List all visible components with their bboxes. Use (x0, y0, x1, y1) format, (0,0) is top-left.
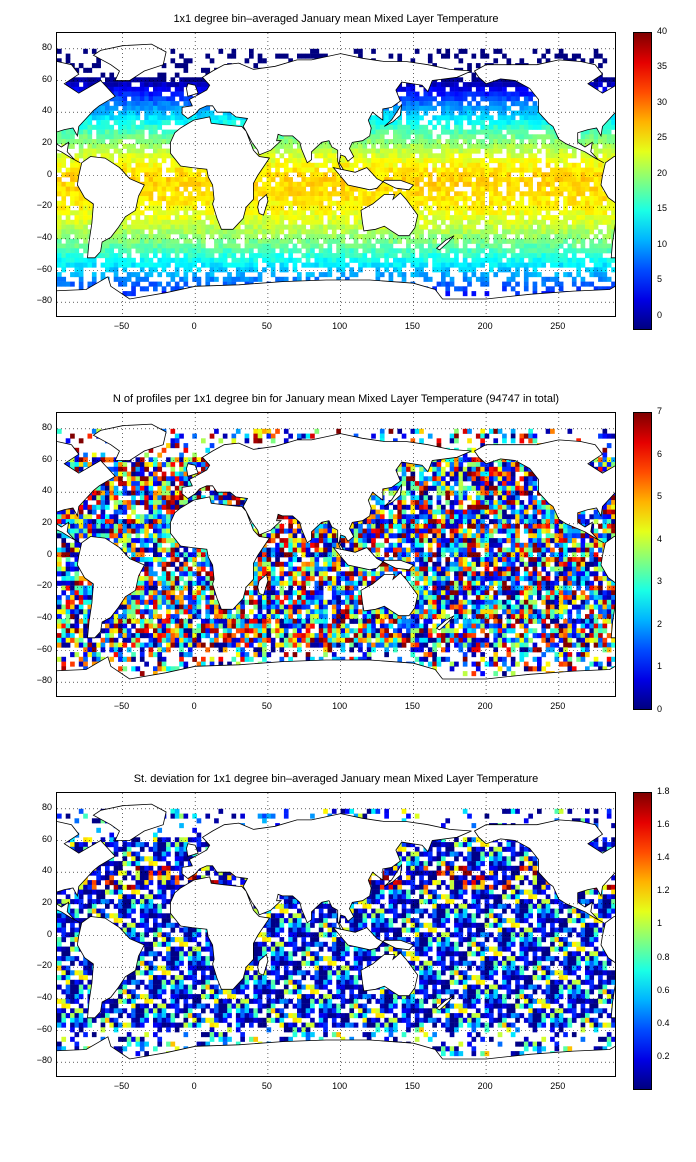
colorbar-tick-label: 20 (657, 168, 667, 178)
colorbar-tick-label: 25 (657, 132, 667, 142)
colorbar-tick-label: 1 (657, 918, 662, 928)
colorbar-tick-label: 4 (657, 534, 662, 544)
x-tick-label: 100 (325, 1081, 355, 1091)
colorbar-tick-label: 5 (657, 491, 662, 501)
colorbar-tick-label: 0 (657, 310, 662, 320)
panel-title: St. deviation for 1x1 degree bin–average… (56, 773, 616, 785)
x-tick-label: −50 (106, 701, 136, 711)
profile-count-panel: N of profiles per 1x1 degree bin for Jan… (0, 412, 696, 782)
y-tick-label: 40 (26, 105, 52, 115)
landmass (57, 657, 616, 697)
y-tick-label: 0 (26, 929, 52, 939)
colorbar-tick-label: 1.6 (657, 819, 670, 829)
x-tick-label: 0 (179, 321, 209, 331)
map-plot (56, 792, 616, 1077)
colorbar-tick-label: 0.2 (657, 1051, 670, 1061)
x-tick-label: −50 (106, 1081, 136, 1091)
y-tick-label: 40 (26, 485, 52, 495)
x-tick-label: 150 (397, 701, 427, 711)
colorbar (633, 32, 652, 330)
y-tick-label: −60 (26, 1024, 52, 1034)
x-tick-label: 200 (470, 321, 500, 331)
colorbar (633, 792, 652, 1090)
colorbar-tick-label: 2 (657, 619, 662, 629)
map-svg (57, 413, 616, 697)
y-tick-label: 20 (26, 137, 52, 147)
y-tick-label: 20 (26, 897, 52, 907)
map-svg (57, 33, 616, 317)
x-tick-label: 200 (470, 1081, 500, 1091)
y-tick-label: −80 (26, 1055, 52, 1065)
colorbar-tick-label: 1 (657, 661, 662, 671)
colorbar-tick-label: 1.8 (657, 786, 670, 796)
x-tick-label: 50 (252, 701, 282, 711)
colorbar-tick-label: 5 (657, 274, 662, 284)
colorbar-tick-label: 0.8 (657, 952, 670, 962)
x-tick-label: 250 (543, 321, 573, 331)
x-tick-label: 100 (325, 701, 355, 711)
y-tick-label: 60 (26, 834, 52, 844)
y-tick-label: −20 (26, 960, 52, 970)
x-tick-label: 50 (252, 1081, 282, 1091)
colorbar-tick-label: 10 (657, 239, 667, 249)
x-tick-label: 200 (470, 701, 500, 711)
colorbar-tick-label: 0.4 (657, 1018, 670, 1028)
y-tick-label: 20 (26, 517, 52, 527)
y-tick-label: 80 (26, 422, 52, 432)
y-tick-label: 0 (26, 169, 52, 179)
temperature-panel: 1x1 degree bin–averaged January mean Mix… (0, 32, 696, 402)
y-tick-label: −60 (26, 644, 52, 654)
x-tick-label: 150 (397, 1081, 427, 1091)
x-tick-label: 250 (543, 1081, 573, 1091)
y-tick-label: 60 (26, 454, 52, 464)
colorbar-tick-label: 6 (657, 449, 662, 459)
y-tick-label: −80 (26, 675, 52, 685)
landmass (57, 277, 616, 317)
colorbar-tick-label: 40 (657, 26, 667, 36)
panel-title: N of profiles per 1x1 degree bin for Jan… (56, 393, 616, 405)
y-tick-label: 60 (26, 74, 52, 84)
y-tick-label: −20 (26, 580, 52, 590)
map-plot (56, 32, 616, 317)
x-tick-label: 150 (397, 321, 427, 331)
colorbar-tick-label: 15 (657, 203, 667, 213)
x-tick-label: 100 (325, 321, 355, 331)
colorbar (633, 412, 652, 710)
y-tick-label: 80 (26, 802, 52, 812)
colorbar-tick-label: 30 (657, 97, 667, 107)
y-tick-label: −40 (26, 992, 52, 1002)
colorbar-tick-label: 1.2 (657, 885, 670, 895)
colorbar-tick-label: 1.4 (657, 852, 670, 862)
stdev-panel: St. deviation for 1x1 degree bin–average… (0, 792, 696, 1162)
panel-title: 1x1 degree bin–averaged January mean Mix… (56, 13, 616, 25)
y-tick-label: −60 (26, 264, 52, 274)
x-tick-label: −50 (106, 321, 136, 331)
y-tick-label: 0 (26, 549, 52, 559)
x-tick-label: 50 (252, 321, 282, 331)
x-tick-label: 0 (179, 1081, 209, 1091)
y-tick-label: −40 (26, 612, 52, 622)
colorbar-tick-label: 0.6 (657, 985, 670, 995)
x-tick-label: 250 (543, 701, 573, 711)
x-tick-label: 0 (179, 701, 209, 711)
y-tick-label: −40 (26, 232, 52, 242)
y-tick-label: −80 (26, 295, 52, 305)
y-tick-label: 80 (26, 42, 52, 52)
colorbar-tick-label: 0 (657, 704, 662, 714)
map-plot (56, 412, 616, 697)
map-svg (57, 793, 616, 1077)
y-tick-label: −20 (26, 200, 52, 210)
colorbar-tick-label: 35 (657, 61, 667, 71)
colorbar-tick-label: 7 (657, 406, 662, 416)
y-tick-label: 40 (26, 865, 52, 875)
colorbar-tick-label: 3 (657, 576, 662, 586)
